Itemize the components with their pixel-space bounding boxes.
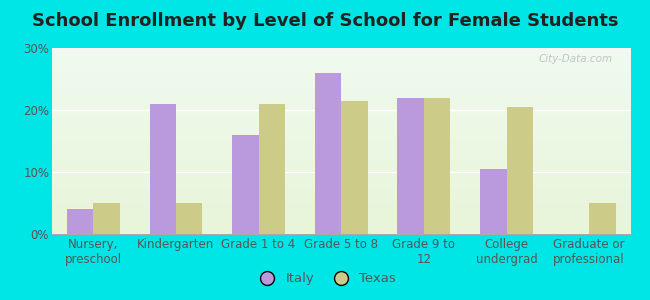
Text: City-Data.com: City-Data.com: [539, 54, 613, 64]
Text: School Enrollment by Level of School for Female Students: School Enrollment by Level of School for…: [32, 12, 618, 30]
Bar: [150, 104, 176, 234]
Bar: [67, 209, 94, 234]
Bar: [259, 104, 285, 234]
Bar: [341, 101, 368, 234]
Bar: [176, 203, 202, 234]
Bar: [94, 203, 120, 234]
Legend: Italy, Texas: Italy, Texas: [249, 267, 401, 290]
Bar: [480, 169, 506, 234]
Bar: [315, 73, 341, 234]
Bar: [424, 98, 450, 234]
Bar: [506, 107, 533, 234]
Bar: [397, 98, 424, 234]
Bar: [232, 135, 259, 234]
Bar: [589, 203, 616, 234]
